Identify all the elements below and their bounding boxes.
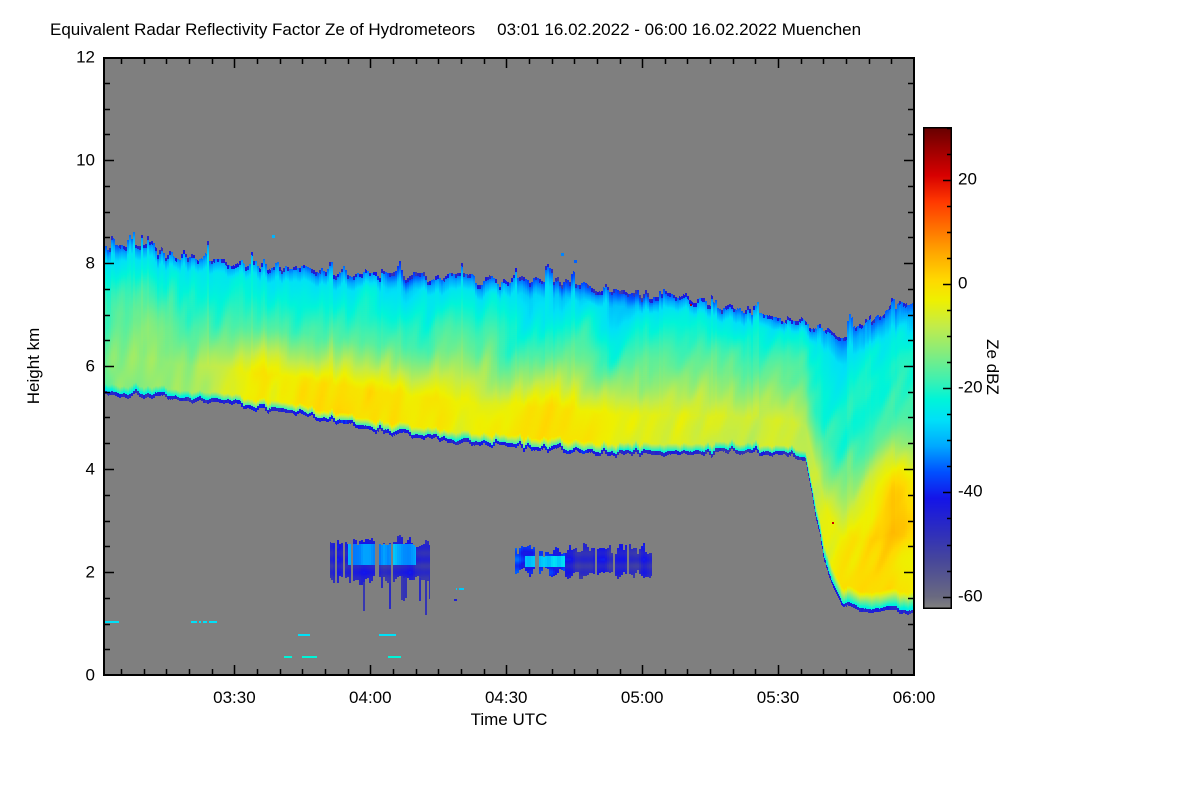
y-tick-label: 4 — [85, 459, 95, 479]
y-axis-label: Height km — [24, 327, 43, 405]
x-axis-label: Time UTC — [470, 710, 548, 729]
x-tick-label: 06:00 — [892, 688, 936, 707]
x-tick-label: 05:00 — [620, 688, 664, 707]
y-tick-label: 2 — [85, 562, 95, 582]
colorbar-tick-label: 0 — [958, 273, 968, 293]
y-tick-label: 6 — [85, 356, 95, 376]
x-tick-label: 04:00 — [349, 688, 392, 707]
y-tick-label: 8 — [85, 253, 95, 273]
heatmap-canvas — [103, 57, 915, 676]
colorbar-label: Ze dBZ — [983, 339, 1002, 395]
y-tick-label: 10 — [76, 150, 95, 170]
chart-title-row: Equivalent Radar Reflectivity Factor Ze … — [50, 20, 1150, 40]
y-tick-label: 12 — [76, 47, 95, 67]
chart-period: 03:01 16.02.2022 - 06:00 16.02.2022 Muen… — [497, 20, 862, 39]
y-tick-label: 0 — [85, 665, 95, 685]
colorbar-tick-label: 20 — [958, 169, 977, 189]
x-tick-label: 04:30 — [484, 688, 528, 707]
colorbar — [923, 127, 952, 609]
x-tick-label: 03:30 — [213, 688, 256, 707]
chart-title: Equivalent Radar Reflectivity Factor Ze … — [50, 20, 476, 39]
colorbar-tick-label: -20 — [958, 377, 983, 397]
x-tick-label: 05:30 — [756, 688, 800, 707]
colorbar-tick-label: -60 — [958, 586, 983, 606]
colorbar-tick-label: -40 — [958, 481, 983, 501]
